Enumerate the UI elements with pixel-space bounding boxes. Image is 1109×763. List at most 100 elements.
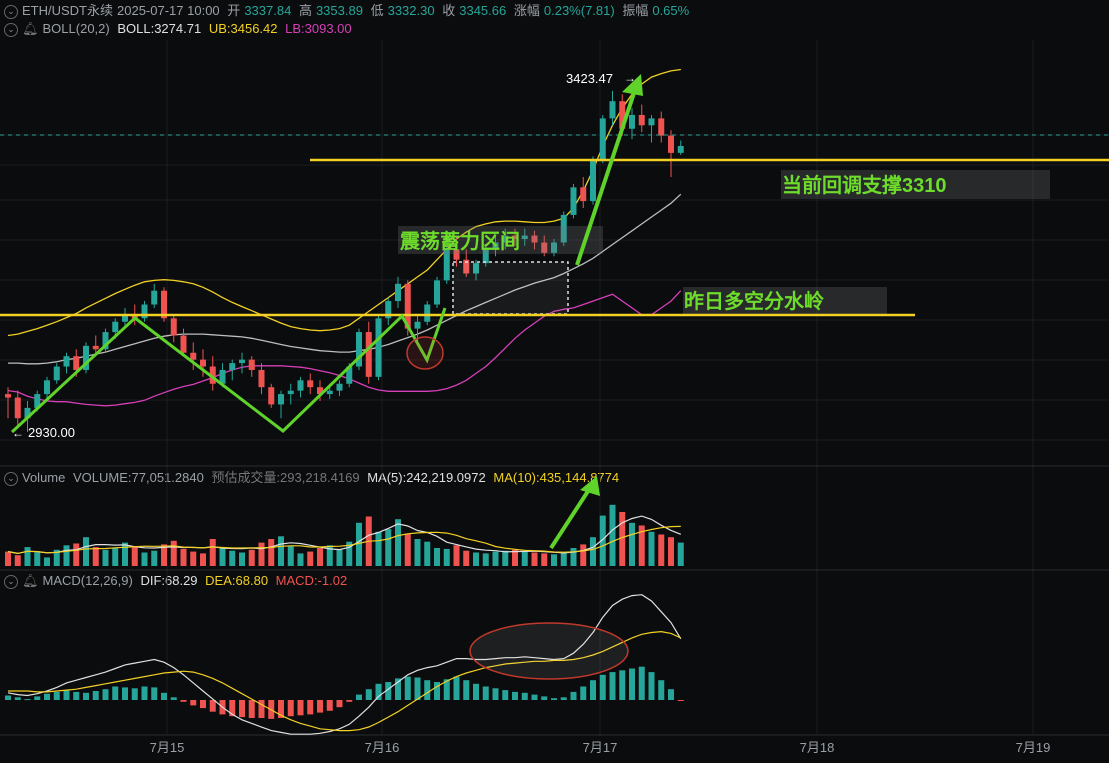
volume-bar [258,542,265,566]
volume-bar [5,551,11,566]
collapse-chevron-icon[interactable]: ⌄ [4,22,18,37]
volume-arrowhead [580,476,600,496]
macd-hist-bar [278,700,284,718]
candle-body [346,366,353,384]
volume-bar [73,543,80,566]
close-value: 3345.66 [459,3,507,18]
volume-bar [346,541,353,566]
volume-bar [599,515,606,566]
candle-body [502,235,509,243]
candle-body [229,363,236,370]
volume-bar [122,542,128,566]
x-tick-label: 7月15 [150,740,185,755]
macd-hist-bar [609,672,616,700]
macd-hist-bar [190,700,197,706]
candle-body [404,283,411,329]
support-label: 当前回调支撑3310 [782,173,947,197]
macd-hist-bar [239,700,245,718]
candle-body [521,235,528,240]
boll-mid-value: BOLL:3274.71 [117,21,202,36]
macd-hist-bar [307,700,314,715]
boll-header: ⌄ 🔔︎ BOLL(20,2) BOLL:3274.71 UB:3456.42 LB… [4,21,356,37]
volume-bar [161,544,167,566]
volume-arrow [549,483,594,550]
volume-bar [317,548,323,566]
macd-hist-bar [395,678,401,700]
volume-bar [521,551,528,566]
candle-body [658,118,665,136]
volume-bar [531,552,538,566]
candle-body [112,321,119,333]
macd-hist-bar [375,683,382,700]
macd-hist-bar [53,691,60,700]
macd-hist-bar [560,697,567,700]
volume-bar [404,533,411,566]
volume-label[interactable]: Volume [22,470,66,485]
candle-body [463,259,470,274]
volume-bar [63,545,70,566]
boll-bands [7,68,682,407]
candle-body [609,101,616,119]
volume-bar [424,541,431,566]
change-value: 0.23%(7.81) [543,3,615,18]
macd-hist-value: MACD:-1.02 [275,573,348,588]
macd-label[interactable]: MACD(12,26,9) [42,573,133,588]
grid-lines [0,40,1109,736]
macd-hist-bar [44,693,50,700]
candle-body [14,397,21,419]
collapse-chevron-icon[interactable]: ⌄ [4,4,18,19]
macd-dea-value: DEA:68.80 [205,573,269,588]
macd-histogram [5,594,684,735]
macd-dif-line [7,594,682,735]
macd-hist-bar [229,700,236,717]
x-tick-label: 7月16 [365,740,400,755]
candle-body [73,356,80,370]
candle-body [239,359,245,364]
volume-bar [141,552,148,566]
macd-hist-bar [492,688,499,700]
volume-est-value: 预估成交量:293,218.4169 [211,470,360,485]
candle-body [385,301,392,319]
macd-hist-bar [24,699,31,701]
macd-header: ⌄ 🔔︎ MACD(12,26,9) DIF:68.29 DEA:68.80 MAC… [4,573,351,589]
volume-bar [326,545,333,566]
low-marker-label: 2930.00 [28,425,75,440]
volume-bar [551,554,557,566]
candle-body [668,135,674,153]
collapse-chevron-icon[interactable]: ⌄ [4,574,18,589]
volume-bar [336,549,343,566]
macd-hist-bar [521,692,528,700]
volume-bar [434,548,440,566]
volume-bar [151,550,158,566]
macd-hist-bar [570,691,577,700]
volume-bar [512,549,518,566]
macd-hist-bar [648,672,655,700]
macd-hist-bar [83,692,89,700]
volume-bar [541,553,548,566]
volume-bar [102,549,109,566]
macd-hist-bar [385,682,392,700]
bell-icon[interactable]: 🔔︎ [22,573,39,588]
candle-body [287,390,294,395]
candle-body [5,394,11,398]
candle-body [395,283,401,302]
candle-body [190,352,197,360]
candle-body [102,332,109,350]
candle-body [24,407,31,419]
symbol-label[interactable]: ETH/USDT永续 [22,3,114,18]
candle-body [170,318,177,336]
macd-hist-bar [326,700,333,711]
bell-icon[interactable]: 🔔︎ [22,21,39,36]
volume-bar [170,540,177,566]
volume-value: VOLUME:77,051.2840 [73,470,204,485]
volume-bar [180,548,187,566]
candle-body [326,390,333,395]
macd-hist-bar [599,674,606,700]
macd-hist-bar [14,697,21,700]
boll-label[interactable]: BOLL(20,2) [42,21,110,36]
volume-bar [44,557,50,566]
candle-body [677,145,684,153]
volume-bar [209,539,216,566]
collapse-chevron-icon[interactable]: ⌄ [4,471,18,486]
